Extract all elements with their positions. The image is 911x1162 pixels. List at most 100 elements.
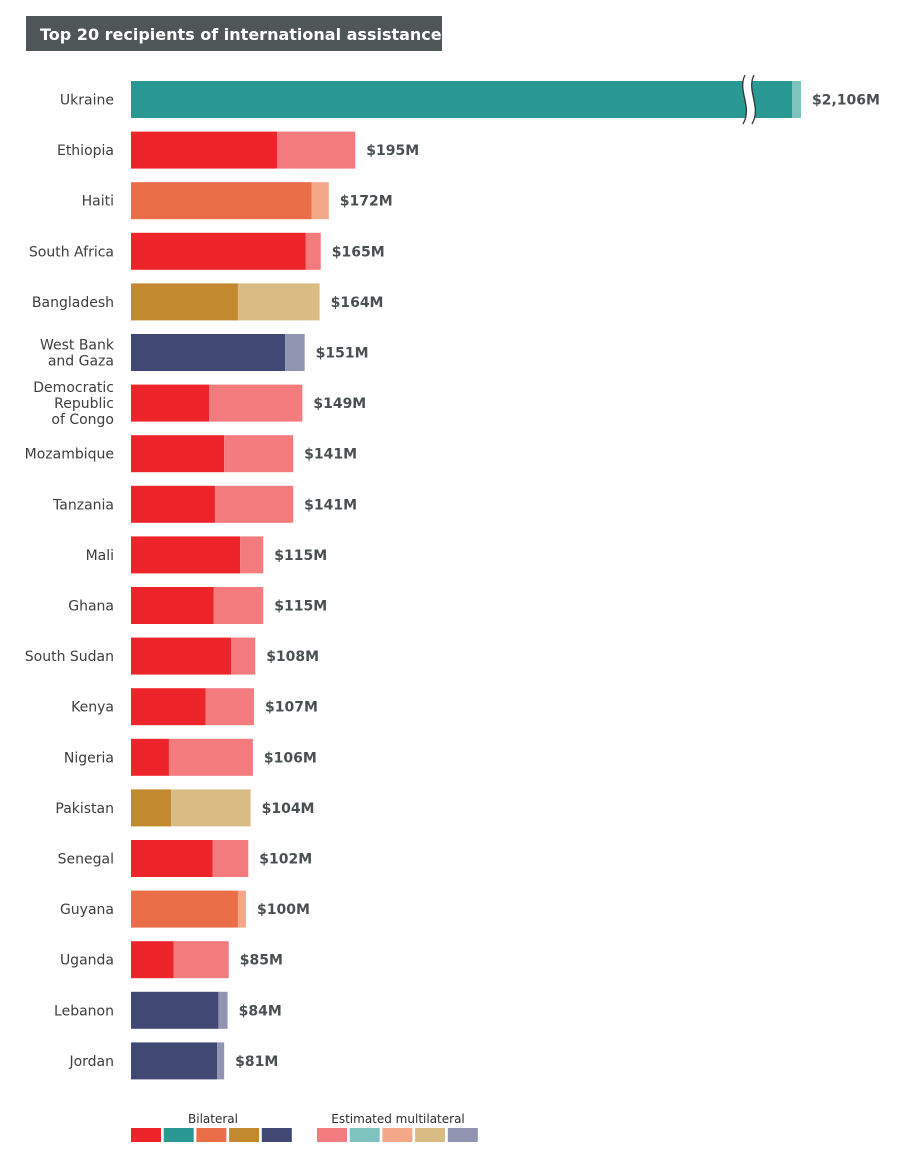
bar-group: $106M Nigeria	[64, 738, 317, 776]
value-label: $100M	[257, 902, 310, 918]
legend: Bilateral Estimated multilateral	[131, 1112, 478, 1142]
bar-multilateral	[285, 334, 305, 371]
bar-multilateral	[231, 637, 256, 675]
bar-group: $104M Pakistan	[55, 789, 315, 827]
bar-group: $107M Kenya	[71, 688, 318, 726]
bar-multilateral	[305, 232, 321, 270]
legend-label-multilateral: Estimated multilateral	[331, 1112, 465, 1126]
bar-group: $164M Bangladesh	[32, 283, 384, 321]
bar-bilateral	[131, 789, 172, 827]
bar-bilateral	[131, 637, 232, 675]
legend-swatch-multilateral	[447, 1128, 478, 1142]
value-label: $115M	[274, 599, 327, 615]
category-label: South Sudan	[25, 649, 114, 665]
value-label: $84M	[239, 1003, 282, 1019]
value-label: $115M	[274, 548, 327, 564]
bar-multilateral	[173, 941, 229, 979]
category-label: and Gaza	[48, 354, 114, 370]
bar-multilateral	[171, 789, 251, 827]
category-label: Nigeria	[64, 750, 114, 766]
bar-multilateral	[277, 131, 356, 169]
bar-bilateral	[131, 738, 169, 776]
category-label: West Bank	[40, 338, 115, 354]
value-label: $85M	[240, 953, 283, 969]
axis-break-gap	[742, 75, 756, 124]
value-label: $151M	[316, 346, 369, 362]
bar-group: $108M South Sudan	[25, 637, 319, 675]
legend-swatch-multilateral	[349, 1128, 380, 1142]
value-label: $195M	[366, 143, 419, 159]
bar-bilateral	[131, 131, 278, 169]
category-label: Pakistan	[55, 801, 114, 817]
legend-swatch-multilateral	[382, 1128, 413, 1142]
legend-swatch-multilateral	[415, 1128, 446, 1142]
bar-group: $2,106M Ukraine	[60, 74, 880, 125]
bar-bilateral	[131, 81, 792, 118]
bar-bilateral	[131, 182, 312, 220]
bar-group: $172M Haiti	[82, 182, 393, 220]
bar-multilateral	[209, 384, 303, 422]
legend-swatch-bilateral	[229, 1128, 260, 1142]
category-label: Mali	[86, 548, 114, 564]
bar-bilateral	[131, 890, 238, 928]
axis-break-line	[751, 74, 757, 125]
legend-swatch-bilateral	[261, 1128, 292, 1142]
category-label: Guyana	[60, 902, 114, 918]
category-label: Mozambique	[25, 447, 114, 463]
category-label: of Congo	[51, 412, 114, 428]
bar-group: $102M Senegal	[58, 840, 312, 877]
category-label: Senegal	[58, 852, 114, 868]
value-label: $107M	[265, 700, 318, 716]
bar-multilateral	[311, 182, 329, 220]
bar-group: $141M Mozambique	[25, 435, 357, 473]
value-label: $2,106M	[812, 93, 880, 109]
bar-multilateral	[217, 1042, 225, 1080]
bar-group: $115M Ghana	[68, 587, 327, 624]
bar-bilateral	[131, 435, 225, 473]
category-label: Ghana	[68, 599, 114, 615]
category-label: Bangladesh	[32, 295, 114, 311]
category-label: South Africa	[29, 244, 114, 260]
category-label: Ethiopia	[57, 143, 114, 159]
bar-group: $85M Uganda	[60, 941, 283, 979]
category-label: Kenya	[71, 700, 114, 716]
category-label: Haiti	[82, 194, 114, 210]
chart-title: Top 20 recipients of international assis…	[40, 25, 442, 44]
bar-multilateral	[237, 283, 320, 321]
value-label: $104M	[262, 801, 315, 817]
value-label: $81M	[235, 1054, 278, 1070]
value-label: $172M	[340, 194, 393, 210]
bar-bilateral	[131, 587, 214, 624]
category-label: Uganda	[60, 953, 114, 969]
bar-bilateral	[131, 991, 219, 1029]
bar-group: $165M South Africa	[29, 232, 385, 270]
bar-multilateral	[205, 688, 255, 726]
bar-bilateral	[131, 1042, 218, 1080]
bar-group: $81M Jordan	[68, 1042, 278, 1080]
bar-multilateral	[168, 738, 253, 776]
value-label: $164M	[331, 295, 384, 311]
bar-bilateral	[131, 688, 206, 726]
category-label: Ukraine	[60, 93, 114, 109]
category-label: Democratic	[33, 380, 114, 396]
bar-bilateral	[131, 232, 306, 270]
value-label: $141M	[304, 447, 357, 463]
bar-group: $141M Tanzania	[52, 485, 357, 523]
bar-multilateral	[214, 485, 294, 523]
category-label: Lebanon	[54, 1003, 114, 1019]
bar-bilateral	[131, 840, 213, 877]
category-label: Tanzania	[52, 497, 114, 513]
legend-swatch-bilateral	[196, 1128, 227, 1142]
legend-label-bilateral: Bilateral	[188, 1112, 238, 1126]
bar-bilateral	[131, 384, 210, 422]
bar-group: $100M Guyana	[60, 890, 310, 928]
bar-group: $195M Ethiopia	[57, 131, 419, 169]
bar-multilateral	[792, 81, 801, 118]
value-label: $141M	[304, 497, 357, 513]
value-label: $102M	[259, 852, 312, 868]
bar-multilateral	[212, 840, 249, 877]
category-label: Republic	[54, 396, 114, 412]
bar-multilateral	[224, 435, 294, 473]
